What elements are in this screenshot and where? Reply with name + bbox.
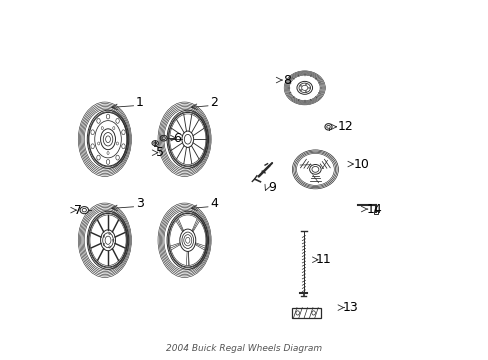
Text: 6: 6	[173, 132, 181, 145]
Text: 2004 Buick Regal Wheels Diagram: 2004 Buick Regal Wheels Diagram	[166, 344, 322, 353]
Text: 1: 1	[136, 95, 143, 108]
Text: 5: 5	[156, 146, 163, 159]
Text: 2: 2	[210, 95, 218, 108]
Text: 8: 8	[283, 73, 291, 86]
Text: 9: 9	[268, 181, 276, 194]
Text: 10: 10	[353, 158, 369, 171]
Text: 4: 4	[210, 197, 218, 210]
Text: 3: 3	[136, 197, 143, 210]
Text: 13: 13	[343, 301, 358, 314]
Text: 7: 7	[74, 204, 82, 217]
Text: 12: 12	[337, 120, 352, 133]
Text: 11: 11	[315, 253, 330, 266]
Text: 14: 14	[366, 203, 382, 216]
